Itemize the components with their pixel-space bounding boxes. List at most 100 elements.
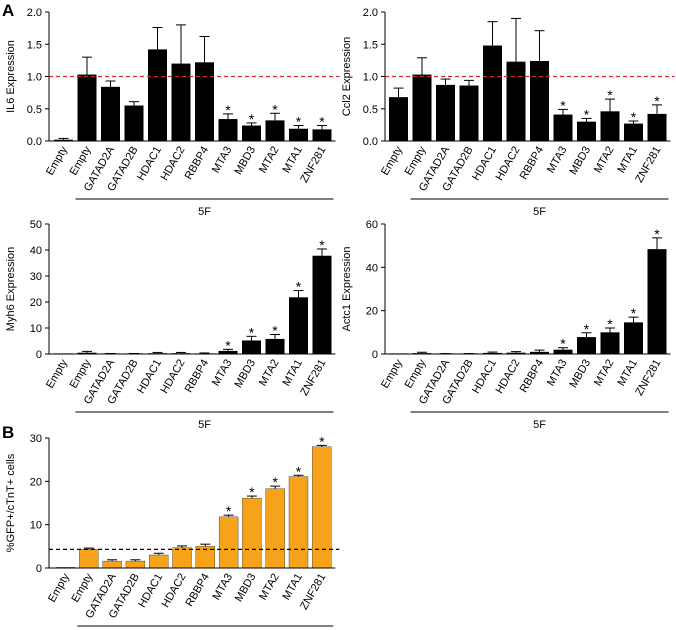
x-tick-label: MTA3 xyxy=(545,358,570,389)
bar xyxy=(242,498,262,569)
x-tick-label: MTA2 xyxy=(257,145,282,176)
bar xyxy=(77,74,97,141)
bar xyxy=(577,121,596,141)
x-tick-label: MTA3 xyxy=(210,145,235,176)
bar xyxy=(289,297,308,354)
bar xyxy=(288,476,309,569)
bar xyxy=(312,255,332,354)
bar xyxy=(483,352,502,354)
x-tick-label: MBD3 xyxy=(567,358,593,390)
x-tick-label: Empty xyxy=(379,357,405,390)
y-tick-label: 0.0 xyxy=(363,136,378,148)
bar xyxy=(647,249,667,354)
y-tick-label: 30 xyxy=(30,433,42,445)
bar xyxy=(459,85,479,141)
significance-marker: * xyxy=(584,321,590,337)
x-tick-label: Empty xyxy=(46,571,72,604)
x-tick-label: MTA3 xyxy=(545,145,570,176)
bar xyxy=(389,97,408,141)
bar xyxy=(530,351,549,354)
y-tick-label: 2.0 xyxy=(363,7,378,19)
x-tick-label: MTA2 xyxy=(592,145,617,176)
bar xyxy=(242,340,261,354)
y-tick-label: 1.0 xyxy=(27,72,42,84)
bar xyxy=(79,549,99,569)
y-axis-label: %GFP+/cTnT+ cells xyxy=(5,453,17,552)
x-tick-label: MTA1 xyxy=(615,145,640,176)
x-tick-label: RBBP4 xyxy=(518,358,546,395)
significance-marker: * xyxy=(272,101,278,117)
significance-marker: * xyxy=(654,226,660,242)
bar xyxy=(553,114,573,141)
panel-label-b: B xyxy=(2,423,14,442)
y-tick-label: 20 xyxy=(30,297,42,309)
bar xyxy=(624,322,643,354)
significance-marker: * xyxy=(225,102,231,118)
bar xyxy=(171,63,191,141)
y-axis-label: Myh6 Expression xyxy=(5,247,17,331)
significance-marker: * xyxy=(249,324,255,340)
significance-marker: * xyxy=(607,87,613,103)
bar xyxy=(624,123,643,141)
group-label: 5F xyxy=(533,206,546,218)
significance-marker: * xyxy=(296,279,302,295)
bar xyxy=(77,352,97,354)
y-tick-label: 1.0 xyxy=(363,72,378,84)
y-tick-label: 0 xyxy=(36,563,42,575)
group-label: 5F xyxy=(198,206,211,218)
significance-marker: * xyxy=(560,336,566,352)
significance-marker: * xyxy=(584,106,590,122)
x-tick-label: RBBP4 xyxy=(518,145,546,182)
bar xyxy=(289,128,308,141)
significance-marker: * xyxy=(225,337,231,353)
significance-marker: * xyxy=(319,237,325,253)
x-tick-label: Empty xyxy=(44,144,70,177)
bar xyxy=(101,86,120,141)
bar xyxy=(102,560,122,569)
significance-marker: * xyxy=(560,97,566,113)
bar xyxy=(172,547,192,569)
group-label: 5F xyxy=(198,419,211,431)
y-tick-label: 20 xyxy=(30,476,42,488)
bar xyxy=(647,113,667,141)
y-tick-label: 50 xyxy=(30,219,42,231)
x-tick-label: Empty xyxy=(44,357,70,390)
x-tick-label: MTA3 xyxy=(210,358,235,389)
bar xyxy=(600,111,620,141)
y-tick-label: 10 xyxy=(30,520,42,532)
x-tick-label: MBD3 xyxy=(567,145,593,177)
y-axis-label: IL6 Expression xyxy=(5,40,17,113)
bar xyxy=(149,554,169,569)
bar xyxy=(483,45,502,141)
significance-marker: * xyxy=(654,93,660,109)
significance-marker: * xyxy=(607,316,613,332)
bar xyxy=(54,139,73,141)
x-tick-label: MTA2 xyxy=(257,358,282,389)
y-tick-label: 2.0 xyxy=(27,7,42,19)
y-tick-label: 1.5 xyxy=(363,39,378,51)
bar xyxy=(436,84,455,141)
x-tick-label: MTA1 xyxy=(280,145,305,176)
x-tick-label: MTA3 xyxy=(211,572,236,603)
significance-marker: * xyxy=(296,463,302,479)
y-axis-label: Actc1 Expression xyxy=(341,247,353,332)
x-tick-label: MBD3 xyxy=(232,358,258,390)
bar xyxy=(218,516,239,569)
y-tick-label: 0.0 xyxy=(27,136,42,148)
y-axis-label: Ccl2 Expression xyxy=(341,37,353,116)
bar xyxy=(125,560,146,569)
significance-marker: * xyxy=(249,111,255,127)
bar xyxy=(265,338,285,354)
x-tick-label: MTA1 xyxy=(615,358,640,389)
group-label: 5F xyxy=(533,419,546,431)
significance-marker: * xyxy=(226,503,232,519)
y-tick-label: 10 xyxy=(30,323,42,335)
x-tick-label: MBD3 xyxy=(233,572,259,604)
bar xyxy=(600,332,620,354)
bar xyxy=(195,62,214,142)
